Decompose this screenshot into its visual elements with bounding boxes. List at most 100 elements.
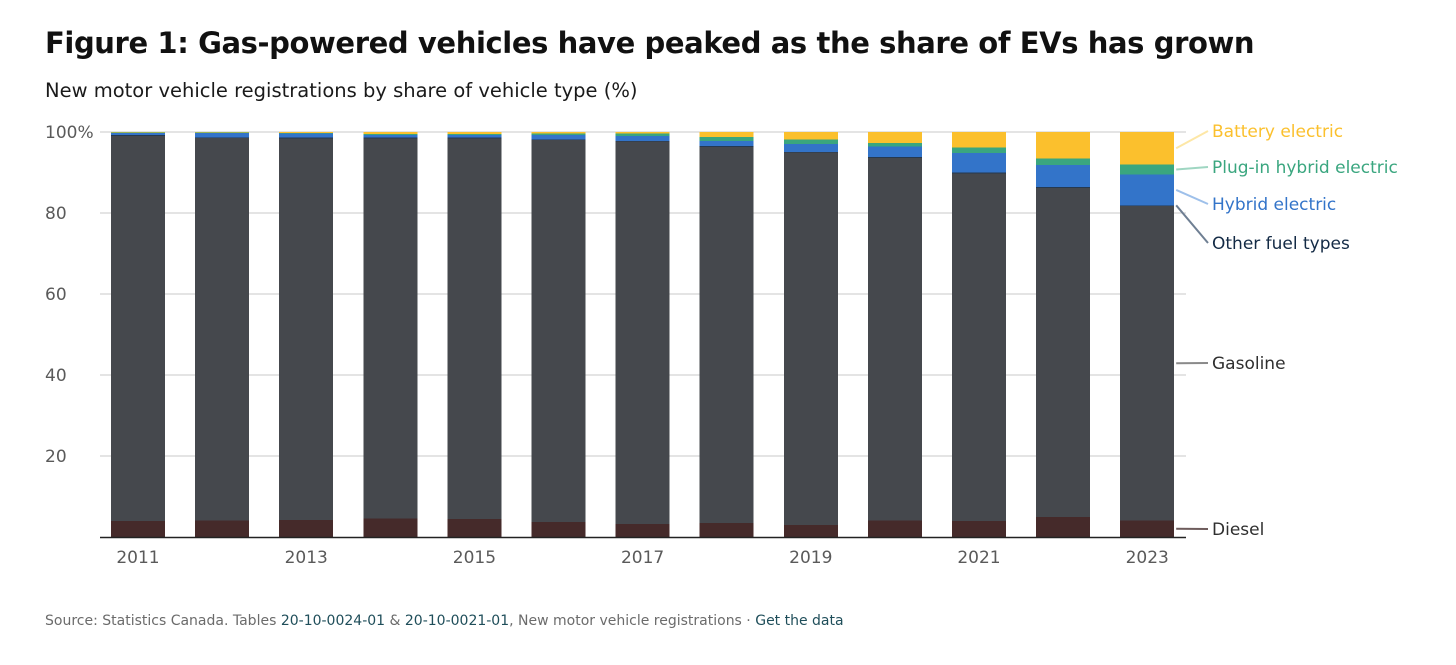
leader-line-other (1175, 204, 1209, 244)
x-tick-label-2019: 2019 (789, 548, 832, 568)
bar-battery-2023 (1120, 132, 1175, 165)
source-amp: & (385, 613, 405, 629)
bar-hybrid-2016 (531, 134, 586, 140)
series-label-battery: Battery electric (1212, 122, 1343, 142)
get-the-data-link[interactable]: Get the data (755, 613, 844, 629)
x-tick-label-2023: 2023 (1126, 548, 1169, 568)
bar-diesel-2015 (447, 519, 502, 537)
series-labels: Diesel Gasoline Other fuel types Hybrid ele… (1175, 122, 1398, 540)
chart-subtitle: New motor vehicle registrations by share… (45, 79, 638, 102)
bar-gasoline-2016 (531, 140, 586, 523)
series-label-gasoline: Gasoline (1212, 354, 1286, 374)
y-tick-label-40: 40 (45, 366, 67, 386)
y-tick-label-80: 80 (45, 204, 67, 224)
bar-diesel-2019 (783, 524, 838, 537)
bar-other-2022 (1036, 187, 1091, 188)
bar-diesel-2013 (279, 519, 334, 537)
source-suffix: , New motor vehicle registrations · (509, 613, 756, 629)
bar-other-2015 (447, 137, 502, 139)
bar-phev-2013 (279, 132, 334, 134)
bar-phev-2017 (615, 133, 670, 137)
bar-other-2021 (952, 172, 1006, 174)
bar-gasoline-2018 (699, 146, 754, 523)
bar-battery-2017 (615, 132, 670, 134)
x-tick-label-2013: 2013 (285, 548, 328, 568)
bar-phev-2021 (952, 147, 1006, 154)
bar-gasoline-2017 (615, 141, 670, 525)
bar-phev-2015 (447, 134, 502, 136)
bar-diesel-2023 (1120, 520, 1175, 537)
bar-hybrid-2020 (867, 146, 922, 158)
bar-phev-2022 (1036, 158, 1091, 165)
bar-gasoline-2015 (447, 138, 502, 520)
bar-hybrid-2012 (195, 132, 250, 138)
leader-line-phev (1176, 166, 1209, 171)
bar-other-2012 (195, 137, 250, 139)
bar-diesel-2022 (1036, 517, 1091, 537)
bar-other-2018 (699, 146, 754, 147)
bar-gasoline-2011 (111, 136, 165, 521)
bar-other-2017 (615, 140, 670, 142)
bar-phev-2019 (783, 139, 838, 145)
bar-battery-2014 (363, 132, 418, 135)
chart-title: Figure 1: Gas-powered vehicles have peak… (45, 26, 1255, 60)
bar-gasoline-2019 (783, 152, 838, 525)
bar-battery-2016 (531, 132, 586, 134)
bar-phev-2014 (363, 134, 418, 135)
bar-diesel-2014 (363, 518, 418, 537)
bar-hybrid-2018 (699, 140, 754, 147)
bar-gasoline-2021 (952, 173, 1006, 522)
bar-diesel-2016 (531, 522, 586, 537)
bar-other-2011 (111, 135, 165, 137)
bar-battery-2022 (1036, 132, 1091, 159)
bar-other-2020 (867, 157, 922, 158)
bar-gasoline-2020 (867, 157, 922, 521)
bar-diesel-2020 (867, 520, 922, 537)
bar-hybrid-2014 (363, 134, 418, 138)
bar-hybrid-2021 (952, 153, 1006, 173)
leader-line-battery (1175, 130, 1209, 150)
bar-phev-2023 (1120, 164, 1175, 175)
series-label-phev: Plug-in hybrid electric (1212, 158, 1398, 178)
bar-diesel-2011 (111, 520, 165, 537)
bar-gasoline-2023 (1120, 206, 1175, 521)
x-tick-label-2017: 2017 (621, 548, 664, 568)
bar-battery-2015 (447, 132, 502, 135)
bar-phev-2018 (699, 136, 754, 141)
bar-hybrid-2022 (1036, 164, 1091, 188)
bar-other-2016 (531, 139, 586, 141)
bar-hybrid-2011 (111, 132, 165, 136)
bar-hybrid-2017 (615, 136, 670, 141)
bar-battery-2019 (783, 132, 838, 140)
bar-battery-2020 (867, 132, 922, 143)
x-tick-label-2021: 2021 (957, 548, 1000, 568)
y-tick-label-20: 20 (45, 447, 67, 467)
axes: 100% 80 60 40 20 2011 2013 2015 2017 2019 2021 2023 (45, 123, 1186, 568)
stacked-bar-chart: 100% 80 60 40 20 2011 2013 2015 2017 2019 2021 2023… (45, 122, 1398, 568)
bar-gasoline-2012 (195, 138, 250, 521)
bar-diesel-2017 (615, 524, 670, 537)
source-prefix: Source: Statistics Canada. Tables (45, 613, 281, 629)
series-label-diesel: Diesel (1212, 520, 1264, 540)
bar-gasoline-2013 (279, 138, 334, 520)
bar-other-2023 (1120, 205, 1175, 207)
table-link-1[interactable]: 20-10-0024-01 (280, 613, 386, 629)
bar-battery-2013 (279, 132, 334, 133)
bar-other-2014 (363, 137, 418, 139)
bar-battery-2021 (952, 132, 1006, 148)
leader-line-hybrid (1175, 188, 1209, 205)
bar-diesel-2021 (952, 521, 1006, 537)
bar-battery-2018 (699, 132, 754, 137)
bar-hybrid-2019 (783, 144, 838, 152)
x-tick-label-2011: 2011 (116, 548, 159, 568)
x-tick-label-2015: 2015 (453, 548, 496, 568)
bar-phev-2020 (867, 142, 922, 147)
table-link-2[interactable]: 20-10-0021-01 (404, 613, 510, 629)
source-note: Source: Statistics Canada. Tables 20-10-… (45, 613, 844, 629)
y-tick-label-60: 60 (45, 285, 67, 305)
bar-hybrid-2015 (447, 135, 502, 138)
bar-diesel-2012 (195, 520, 250, 537)
bar-hybrid-2013 (279, 133, 334, 138)
bar-diesel-2018 (699, 522, 754, 537)
bar-phev-2016 (531, 133, 586, 135)
